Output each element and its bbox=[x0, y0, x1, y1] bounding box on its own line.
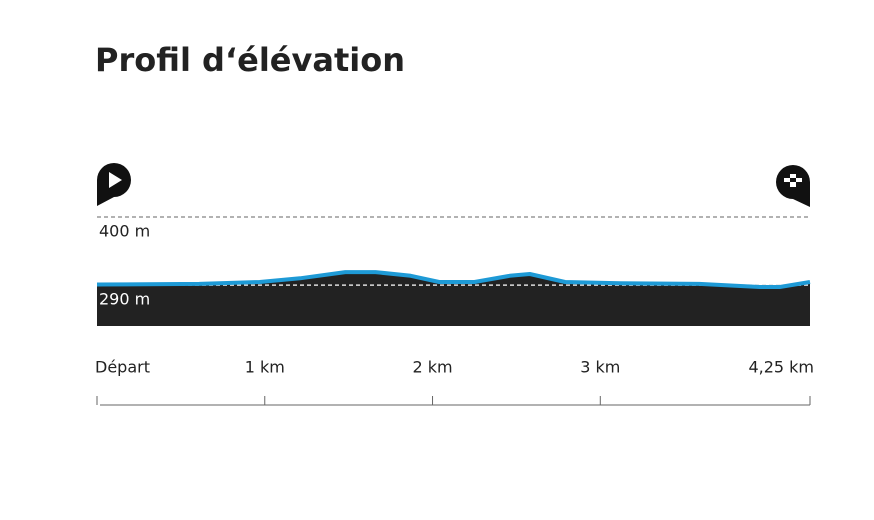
start-marker bbox=[97, 163, 131, 206]
y-tick-label: 290 m bbox=[99, 290, 150, 309]
finish-marker bbox=[776, 165, 810, 207]
x-tick-label: 4,25 km bbox=[748, 358, 814, 377]
x-tick-label: 2 km bbox=[412, 358, 452, 377]
x-tick-label: 1 km bbox=[245, 358, 285, 377]
x-tick-label: Départ bbox=[95, 358, 150, 377]
y-tick-label: 400 m bbox=[99, 222, 150, 241]
chart-title: Profil d‘élévation bbox=[95, 41, 405, 79]
x-tick-label: 3 km bbox=[580, 358, 620, 377]
elevation-line bbox=[96, 270, 811, 289]
